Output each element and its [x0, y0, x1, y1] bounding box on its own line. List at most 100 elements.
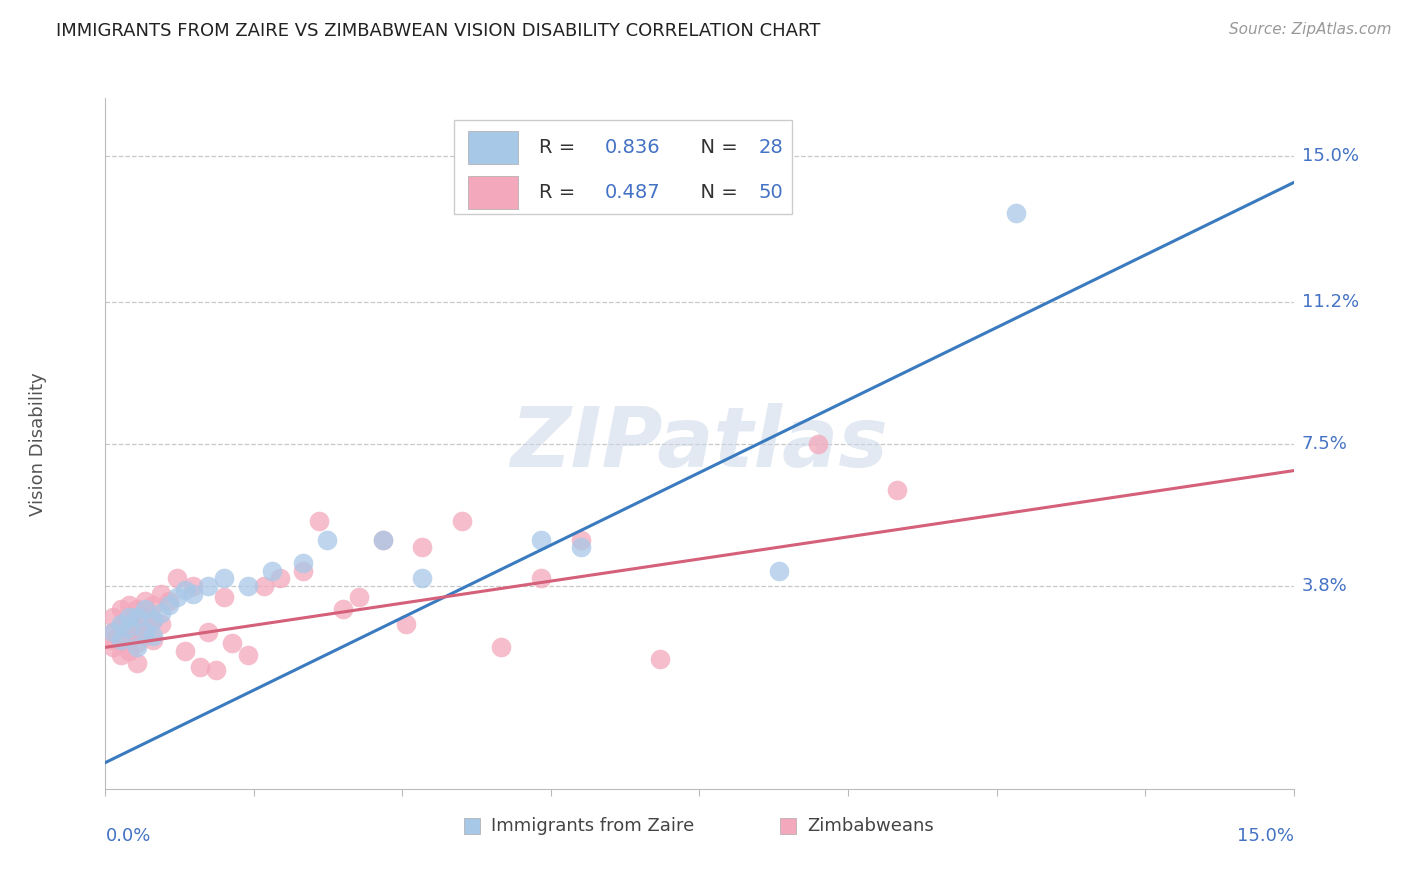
- Point: [214, 591, 236, 605]
- Point: [103, 632, 125, 647]
- Point: [190, 659, 212, 673]
- Point: [149, 606, 172, 620]
- Point: [569, 541, 592, 555]
- Text: Source: ZipAtlas.com: Source: ZipAtlas.com: [1229, 22, 1392, 37]
- Text: N =: N =: [688, 183, 744, 202]
- Point: [142, 598, 165, 612]
- Point: [103, 609, 125, 624]
- Point: [110, 648, 132, 662]
- Point: [530, 571, 553, 585]
- Point: [110, 632, 132, 647]
- Point: [118, 598, 141, 612]
- Text: R =: R =: [538, 137, 582, 157]
- Point: [181, 579, 204, 593]
- Point: [316, 533, 339, 547]
- Point: [127, 609, 149, 624]
- Point: [197, 579, 219, 593]
- Text: Vision Disability: Vision Disability: [30, 372, 46, 516]
- FancyBboxPatch shape: [468, 130, 517, 164]
- Point: [157, 598, 180, 612]
- Point: [332, 602, 354, 616]
- Point: [886, 483, 908, 497]
- Point: [110, 602, 132, 616]
- Point: [197, 624, 219, 639]
- Point: [1005, 206, 1028, 220]
- Text: 50: 50: [759, 183, 783, 202]
- Text: 11.2%: 11.2%: [1302, 293, 1360, 310]
- Point: [253, 579, 276, 593]
- Point: [118, 609, 141, 624]
- Point: [142, 629, 165, 643]
- Point: [395, 617, 418, 632]
- Point: [110, 632, 132, 647]
- Point: [411, 541, 433, 555]
- Point: [173, 582, 195, 597]
- Text: IMMIGRANTS FROM ZAIRE VS ZIMBABWEAN VISION DISABILITY CORRELATION CHART: IMMIGRANTS FROM ZAIRE VS ZIMBABWEAN VISI…: [56, 22, 821, 40]
- Point: [157, 594, 180, 608]
- Text: N =: N =: [688, 137, 744, 157]
- Point: [236, 648, 259, 662]
- Point: [118, 621, 141, 635]
- Text: R =: R =: [538, 183, 582, 202]
- FancyBboxPatch shape: [454, 120, 792, 213]
- Point: [134, 629, 156, 643]
- Point: [110, 621, 132, 635]
- Point: [127, 602, 149, 616]
- Point: [648, 652, 671, 666]
- Point: [142, 614, 165, 628]
- Point: [205, 664, 228, 678]
- Point: [166, 571, 188, 585]
- Point: [371, 533, 394, 547]
- Point: [292, 556, 315, 570]
- Point: [530, 533, 553, 547]
- Text: 15.0%: 15.0%: [1236, 827, 1294, 845]
- Text: 15.0%: 15.0%: [1302, 146, 1360, 165]
- Point: [118, 629, 141, 643]
- Point: [127, 656, 149, 670]
- Point: [768, 564, 790, 578]
- Point: [411, 571, 433, 585]
- Point: [491, 640, 513, 655]
- Point: [134, 624, 156, 639]
- Point: [292, 564, 315, 578]
- Text: ZIPatlas: ZIPatlas: [510, 403, 889, 484]
- Point: [371, 533, 394, 547]
- Point: [269, 571, 291, 585]
- Point: [166, 591, 188, 605]
- Point: [118, 617, 141, 632]
- Point: [149, 586, 172, 600]
- Text: 7.5%: 7.5%: [1302, 434, 1348, 453]
- Point: [173, 644, 195, 658]
- Point: [118, 644, 141, 658]
- Point: [134, 602, 156, 616]
- Text: Zimbabweans: Zimbabweans: [807, 817, 935, 835]
- Point: [214, 571, 236, 585]
- Point: [127, 636, 149, 650]
- Point: [236, 579, 259, 593]
- Point: [181, 586, 204, 600]
- Text: 3.8%: 3.8%: [1302, 577, 1348, 595]
- Text: 0.0%: 0.0%: [105, 827, 150, 845]
- Point: [142, 614, 165, 628]
- FancyBboxPatch shape: [468, 176, 517, 209]
- Point: [308, 514, 330, 528]
- Point: [127, 621, 149, 635]
- Point: [260, 564, 283, 578]
- Text: 28: 28: [759, 137, 783, 157]
- Point: [134, 609, 156, 624]
- Point: [103, 624, 125, 639]
- Point: [110, 617, 132, 632]
- Text: 0.487: 0.487: [605, 183, 659, 202]
- Point: [127, 640, 149, 655]
- Point: [103, 624, 125, 639]
- Point: [221, 636, 243, 650]
- Point: [569, 533, 592, 547]
- Text: Immigrants from Zaire: Immigrants from Zaire: [491, 817, 695, 835]
- Text: 0.836: 0.836: [605, 137, 659, 157]
- Point: [134, 594, 156, 608]
- Point: [103, 640, 125, 655]
- Point: [807, 437, 830, 451]
- Point: [450, 514, 472, 528]
- Point: [347, 591, 370, 605]
- Point: [149, 617, 172, 632]
